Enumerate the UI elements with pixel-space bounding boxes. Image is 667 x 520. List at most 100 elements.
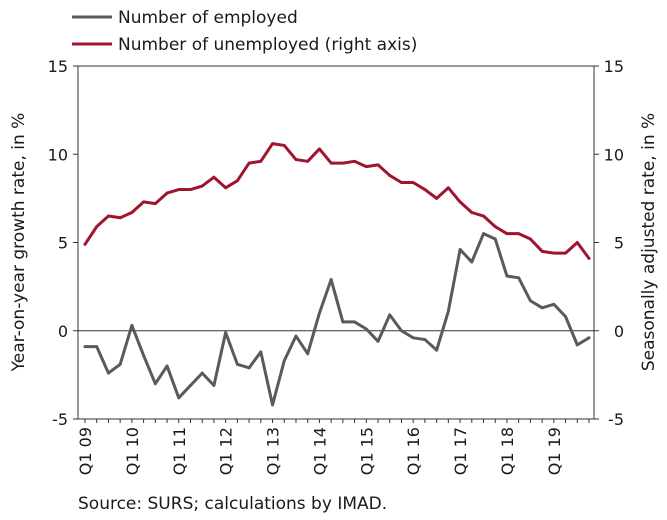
data-point-employed [493, 237, 497, 241]
data-point-unemployed [329, 161, 333, 165]
data-point-unemployed [107, 214, 110, 218]
x-tick-label: Q1 15 [357, 427, 376, 475]
data-point-unemployed [505, 232, 509, 236]
data-point-unemployed [224, 186, 228, 190]
data-point-unemployed [153, 202, 157, 206]
data-point-unemployed [458, 200, 462, 204]
data-point-employed [329, 278, 333, 281]
data-point-employed [107, 371, 110, 375]
data-point-employed [118, 362, 122, 366]
x-tick-label: Q1 12 [217, 427, 236, 475]
data-point-unemployed [376, 163, 380, 167]
series-lines [83, 142, 591, 407]
y-right-tick-label: 0 [614, 322, 624, 341]
data-point-employed [259, 350, 263, 354]
data-point-employed [564, 315, 567, 319]
data-point-unemployed [83, 242, 87, 246]
data-point-employed [306, 352, 310, 356]
data-point-employed [177, 396, 181, 400]
data-point-unemployed [306, 159, 310, 163]
y-axis-left-ticks: -5 0 5 10 15 [48, 57, 78, 429]
data-point-unemployed [470, 211, 474, 214]
data-point-employed [364, 327, 368, 331]
y-left-tick-label: 10 [48, 145, 68, 164]
data-point-unemployed [446, 186, 450, 190]
data-point-employed [423, 338, 427, 341]
y-right-tick-label: 10 [604, 145, 624, 164]
x-tick-label: Q1 17 [451, 427, 470, 475]
data-point-employed [517, 276, 521, 280]
data-point-unemployed [353, 159, 356, 163]
data-point-unemployed [540, 249, 544, 253]
data-point-unemployed [493, 225, 497, 229]
data-point-employed [540, 306, 544, 310]
data-point-unemployed [130, 211, 134, 214]
x-tick-label: Q1 10 [123, 427, 142, 475]
data-point-employed [153, 382, 157, 386]
data-point-employed [235, 362, 239, 366]
y-right-tick-label: 5 [614, 234, 624, 253]
y-axis-right-title: Seasonally adjusted rate, in % [639, 113, 659, 371]
data-point-unemployed [587, 256, 591, 260]
data-point-unemployed [435, 196, 439, 200]
y-axis-left-title: Year-on-year growth rate, in % [9, 113, 29, 373]
data-point-unemployed [517, 232, 521, 236]
data-point-employed [388, 313, 392, 317]
data-point-unemployed [318, 147, 321, 151]
x-tick-label: Q1 13 [264, 427, 283, 475]
series-line-unemployed [83, 142, 591, 260]
data-point-unemployed [364, 165, 368, 169]
data-point-employed [435, 348, 439, 352]
y-right-tick-label: 15 [604, 57, 624, 76]
series-line-employed [83, 232, 591, 407]
data-point-employed [200, 371, 204, 375]
data-point-unemployed [411, 181, 415, 184]
data-point-employed [165, 364, 169, 368]
data-point-unemployed [212, 175, 216, 179]
data-point-employed [83, 345, 87, 349]
data-point-employed [528, 299, 532, 303]
y-axis-right-ticks: -5 0 5 10 15 [594, 57, 624, 429]
data-point-unemployed [142, 200, 146, 204]
data-point-unemployed [552, 251, 556, 255]
source-note: Source: SURS; calculations by IMAD. [78, 494, 387, 514]
y-left-tick-label: 0 [58, 322, 68, 341]
data-point-employed [470, 260, 474, 264]
data-point-employed [446, 309, 450, 313]
data-point-employed [318, 311, 321, 315]
data-point-unemployed [177, 188, 181, 191]
data-point-employed [575, 343, 579, 347]
data-point-unemployed [564, 251, 567, 255]
y-left-tick-label: 15 [48, 57, 68, 76]
y-left-tick-label: 5 [58, 234, 68, 253]
data-point-employed [130, 324, 134, 327]
legend-label-unemployed: Number of unemployed (right axis) [118, 35, 417, 55]
y-left-tick-label: -5 [52, 410, 68, 429]
x-tick-label: Q1 09 [76, 427, 95, 475]
data-point-unemployed [247, 161, 251, 165]
data-point-unemployed [259, 159, 263, 163]
data-point-employed [376, 339, 380, 343]
x-tick-label: Q1 14 [310, 427, 329, 475]
data-point-employed [411, 336, 415, 340]
data-point-employed [294, 334, 298, 338]
data-point-employed [247, 366, 251, 370]
data-point-unemployed [282, 144, 286, 147]
data-point-unemployed [294, 158, 298, 161]
data-point-employed [353, 320, 356, 324]
x-tick-label: Q1 11 [170, 427, 189, 475]
data-point-employed [282, 359, 286, 363]
data-point-employed [189, 384, 192, 387]
y-right-tick-label: -5 [608, 410, 624, 429]
data-point-unemployed [423, 188, 427, 191]
data-point-employed [400, 329, 403, 333]
x-tick-label: Q1 16 [404, 427, 423, 475]
data-point-employed [341, 320, 345, 324]
data-point-employed [142, 354, 146, 357]
data-point-unemployed [528, 237, 532, 241]
data-point-unemployed [165, 191, 169, 195]
data-point-employed [458, 248, 462, 251]
data-point-unemployed [95, 225, 99, 229]
data-point-employed [505, 274, 509, 278]
data-point-unemployed [400, 181, 403, 184]
